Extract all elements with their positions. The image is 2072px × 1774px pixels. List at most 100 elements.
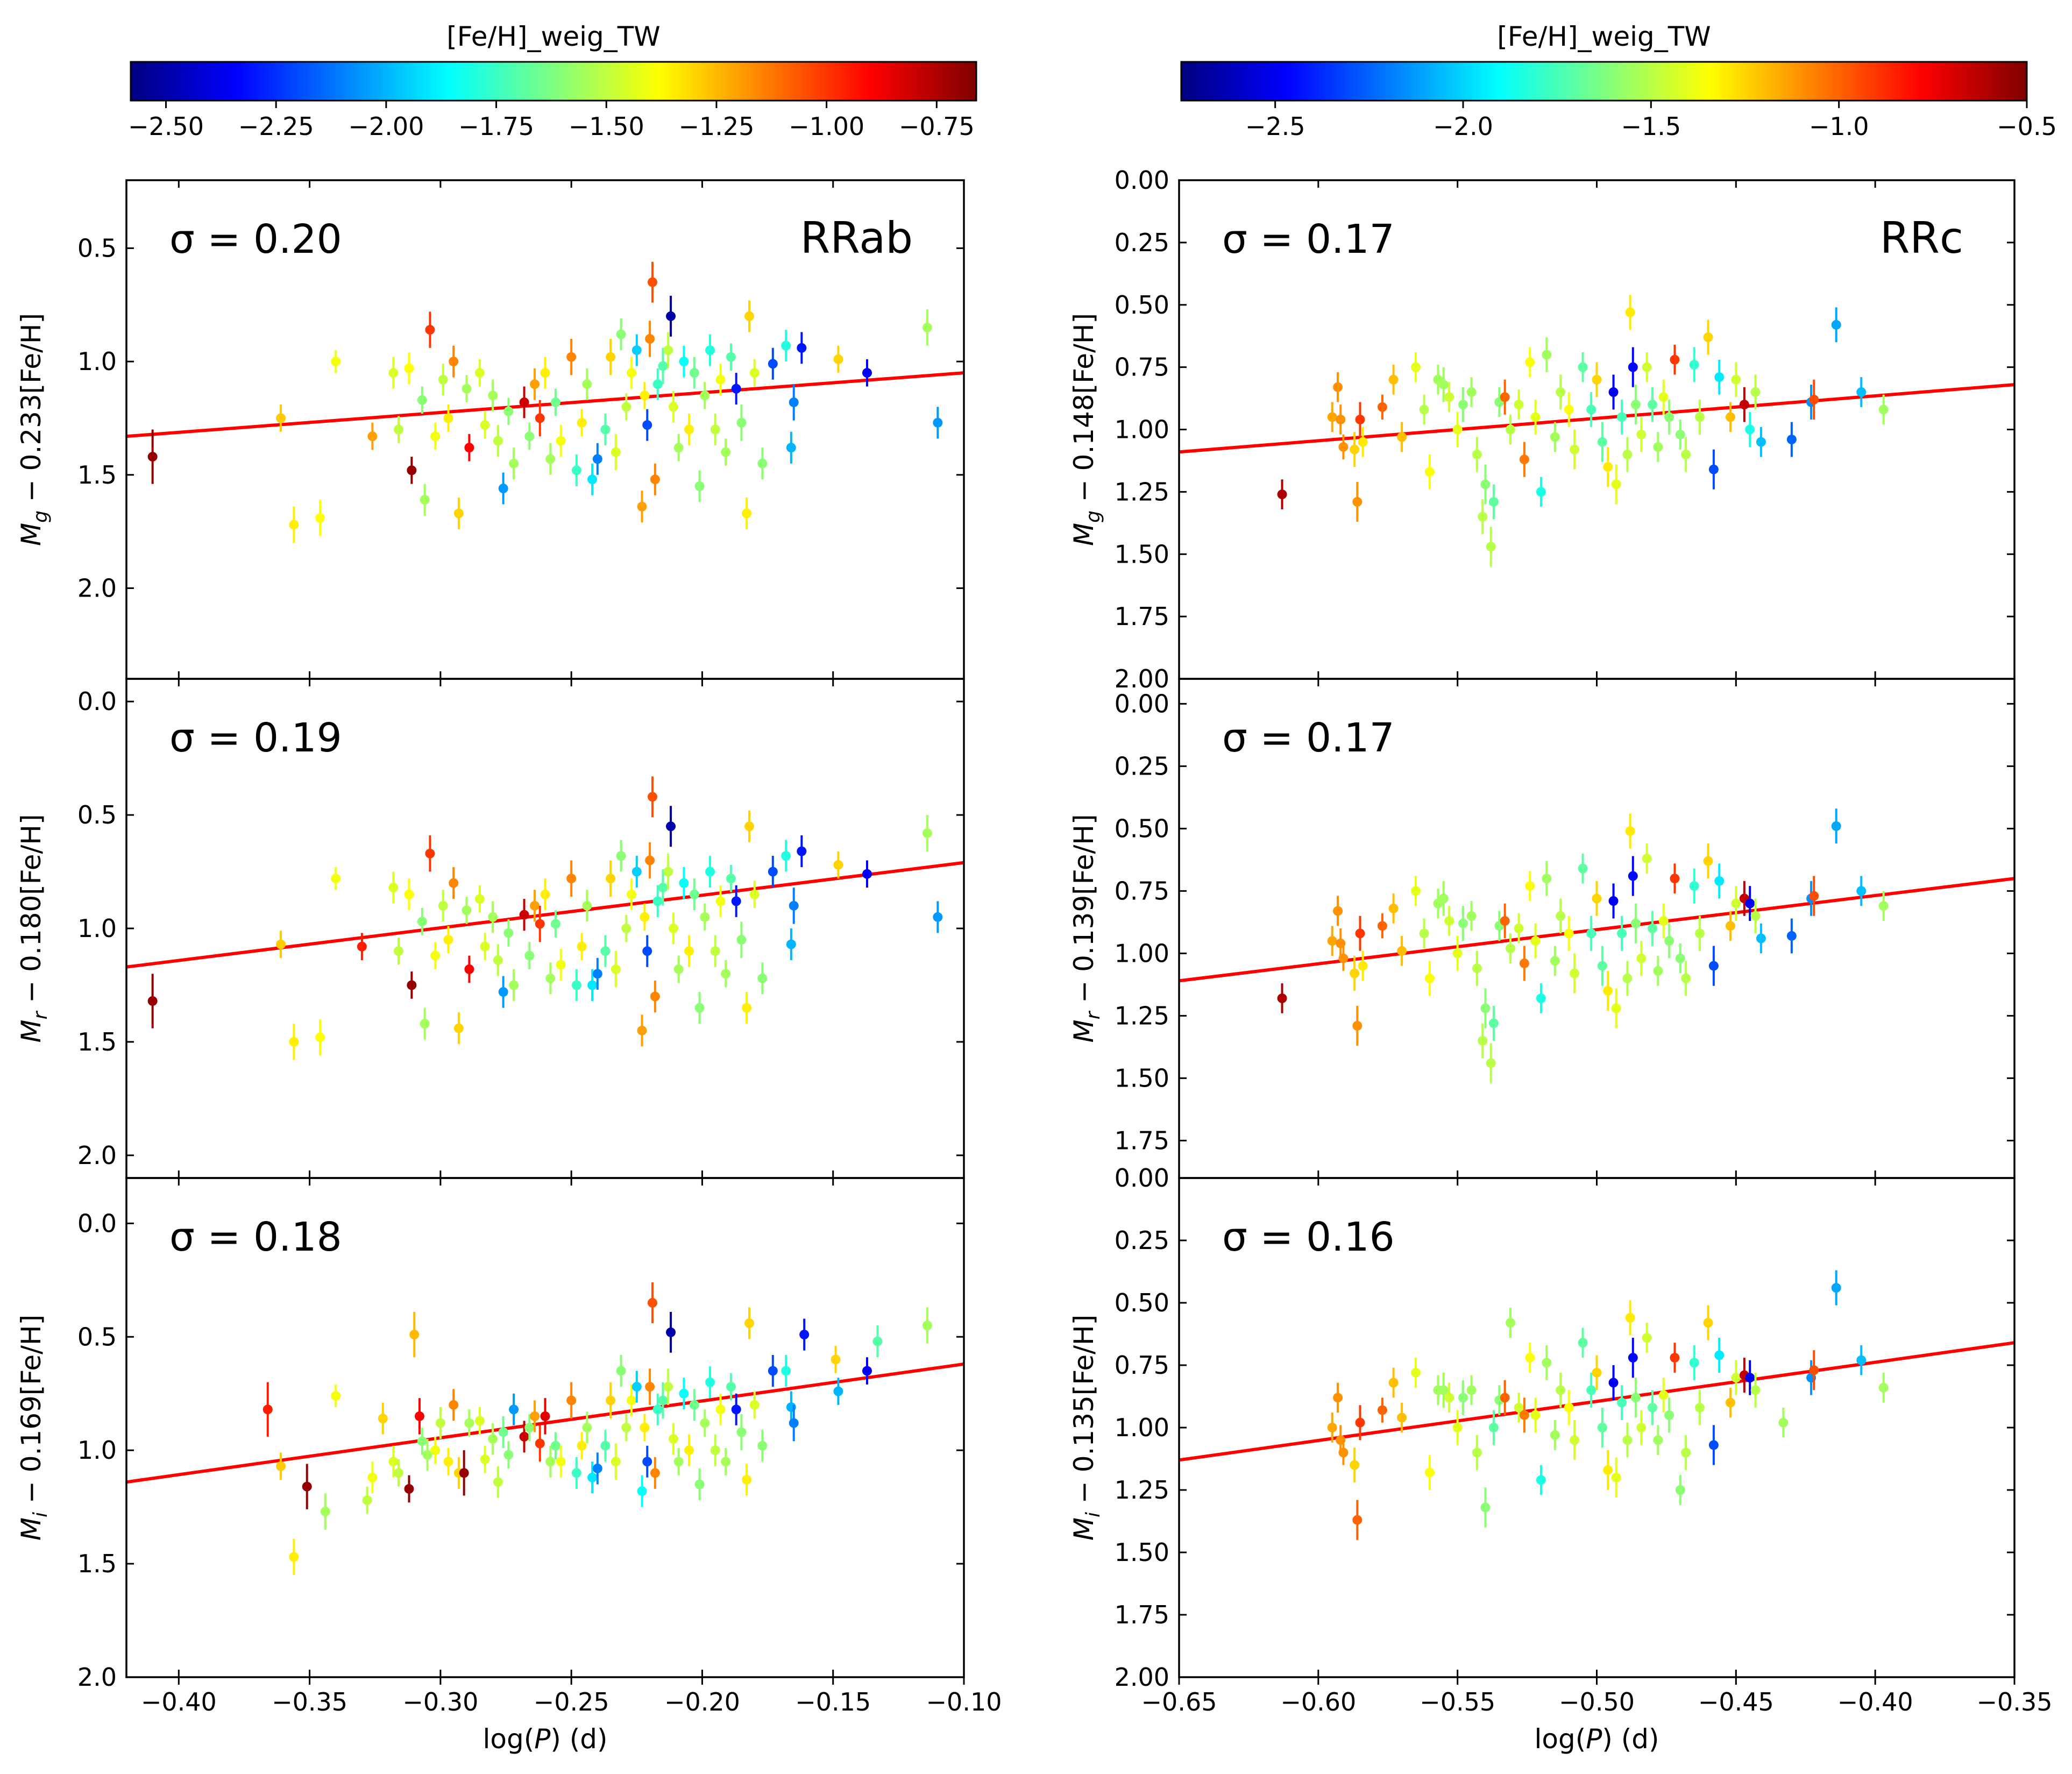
data-point (1689, 881, 1699, 891)
data-point (631, 345, 642, 356)
data-point (1500, 1393, 1510, 1403)
data-point (592, 969, 602, 979)
data-point (631, 867, 642, 877)
data-point (1352, 1020, 1363, 1031)
data-point (367, 431, 378, 442)
data-point (1377, 921, 1387, 931)
data-point (694, 1479, 705, 1489)
data-point (640, 391, 650, 401)
data-point (1809, 891, 1819, 901)
data-point (1542, 350, 1552, 360)
data-point (1519, 455, 1529, 465)
data-point (684, 424, 694, 435)
panel-data (126, 1282, 964, 1576)
data-point (1570, 968, 1580, 978)
data-point (1745, 898, 1755, 909)
type-label: RRab (800, 213, 913, 263)
data-point (1358, 961, 1368, 971)
data-point (700, 391, 710, 401)
data-point (1703, 1318, 1713, 1328)
data-point (1377, 402, 1387, 412)
data-point (540, 889, 550, 899)
data-point (1714, 876, 1725, 886)
data-point (464, 1418, 474, 1428)
data-point (742, 1003, 752, 1013)
data-point (1525, 881, 1535, 891)
data-point (388, 883, 399, 893)
data-point (1556, 387, 1566, 397)
y-axis-label-rest: − 0.139[Fe/H] (1068, 814, 1099, 1011)
data-point (540, 368, 550, 378)
data-point (1333, 906, 1343, 916)
y-tick-label: 0.75 (1115, 876, 1169, 905)
data-point (1277, 489, 1287, 500)
colorbar-tick-label: −1.50 (569, 112, 644, 141)
data-point (781, 851, 791, 861)
data-point (480, 941, 490, 952)
data-point (474, 1416, 485, 1426)
data-point (1592, 1367, 1602, 1378)
data-point (1630, 918, 1641, 928)
y-tick-label: 0.25 (1115, 1226, 1169, 1255)
data-point (1856, 1355, 1867, 1365)
data-point (797, 846, 807, 856)
data-point (1277, 993, 1287, 1003)
data-point (394, 946, 404, 956)
panel-data (126, 776, 964, 1060)
data-point (276, 413, 286, 423)
data-point (420, 495, 430, 505)
data-point (621, 1423, 631, 1432)
y-tick-label: 0.5 (77, 1322, 117, 1351)
data-point (1327, 936, 1337, 946)
data-point (1338, 1447, 1349, 1458)
data-point (606, 1395, 616, 1406)
y-axis-label-rest: − 0.135[Fe/H] (1068, 1315, 1099, 1512)
data-point (420, 1019, 430, 1029)
data-point (1452, 424, 1463, 435)
data-point (1731, 1373, 1741, 1383)
data-point (577, 941, 587, 952)
data-point (1519, 958, 1529, 968)
colorbar-tick-label: −2.25 (238, 112, 314, 141)
colorbar-tick-label: −0.5 (1997, 112, 2057, 141)
panel-data (1179, 295, 2014, 567)
data-point (673, 443, 684, 453)
data-point (289, 520, 299, 530)
data-point (742, 1475, 752, 1485)
data-point (1731, 898, 1741, 909)
data-point (689, 889, 699, 899)
panel-rrab-i: 0.0 0.5 1.0 1.5 2.0 σ = 0.18 Mi − 0.169[Fe/H] (16, 1177, 965, 1692)
data-point (1480, 479, 1491, 489)
data-point (715, 1404, 726, 1415)
data-point (566, 352, 577, 362)
y-tick-label: 0.00 (1115, 1163, 1169, 1193)
data-point (498, 987, 508, 997)
data-point (668, 1434, 678, 1444)
data-point (407, 465, 417, 476)
data-point (464, 964, 474, 974)
colorbar-tick-label: −0.75 (899, 112, 975, 141)
data-point (862, 869, 872, 879)
data-point (1542, 874, 1552, 884)
data-point (1681, 1447, 1691, 1458)
data-point (556, 960, 566, 970)
data-point (872, 1336, 883, 1346)
data-point (710, 1445, 720, 1456)
data-point (1653, 1435, 1663, 1445)
data-point (1419, 928, 1429, 939)
data-point (621, 402, 631, 412)
y-axis-label: Mi − 0.169[Fe/H] (16, 1315, 52, 1541)
type-label: RRc (1880, 213, 1963, 263)
data-point (1480, 1003, 1491, 1013)
colorbar-tick-label: −1.5 (1621, 112, 1681, 141)
data-point (600, 946, 611, 956)
y-axis-label-sub: r (1082, 1010, 1104, 1019)
data-point (616, 329, 626, 339)
data-point (1658, 1390, 1669, 1400)
data-point (1438, 1385, 1449, 1395)
x-axis-label: log(P) (d) (1534, 1723, 1659, 1755)
data-point (637, 1486, 647, 1496)
data-point (1878, 1382, 1889, 1393)
data-point (1388, 1378, 1399, 1388)
y-tick-label: 1.0 (77, 914, 117, 943)
